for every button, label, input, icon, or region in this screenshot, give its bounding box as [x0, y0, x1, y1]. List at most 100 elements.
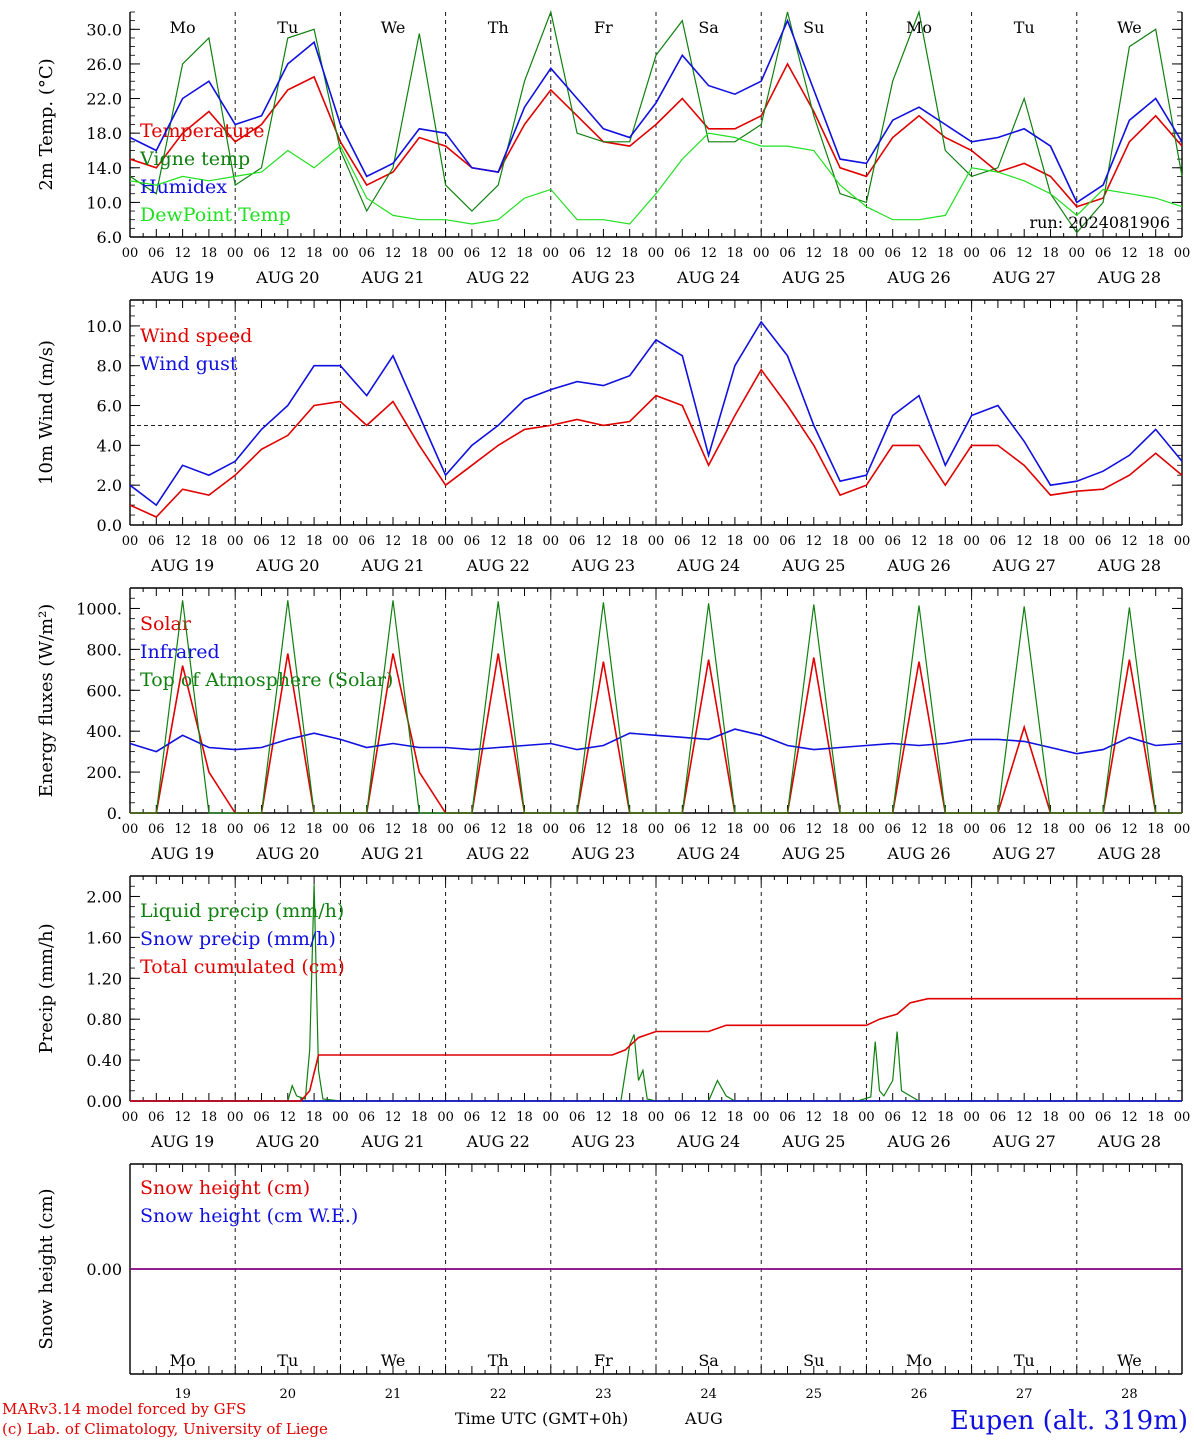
hour-tick-label: 06 [779, 822, 796, 837]
day-name-bottom: Sa [698, 1351, 719, 1370]
legend-entry: DewPoint Temp [140, 204, 291, 226]
date-label: AUG 20 [255, 556, 319, 575]
day-number: 24 [700, 1387, 717, 1402]
date-label: AUG 28 [1097, 268, 1161, 287]
legend-entry: Snow height (cm) [140, 1177, 310, 1199]
hour-tick-label: 00 [858, 822, 875, 837]
hour-tick-label: 06 [569, 246, 586, 261]
y-axis-label: Precip (mm/h) [36, 923, 57, 1053]
hour-tick-label: 00 [122, 822, 139, 837]
hour-tick-label: 12 [490, 1110, 507, 1125]
hour-tick-label: 00 [122, 1110, 139, 1125]
legend-entry: Infrared [140, 641, 220, 663]
date-label: AUG 24 [676, 1132, 740, 1151]
hour-tick-label: 06 [148, 1110, 165, 1125]
hour-tick-label: 00 [963, 246, 980, 261]
date-label: AUG 19 [150, 844, 214, 863]
day-number: 19 [174, 1387, 191, 1402]
hour-tick-label: 00 [227, 534, 244, 549]
hour-tick-label: 06 [358, 246, 375, 261]
hour-tick-label: 06 [148, 246, 165, 261]
date-label: AUG 26 [886, 556, 950, 575]
hour-tick-label: 12 [595, 246, 612, 261]
hour-tick-label: 06 [990, 246, 1007, 261]
hour-tick-label: 00 [648, 534, 665, 549]
hour-tick-label: 06 [884, 1110, 901, 1125]
hour-tick-label: 18 [727, 246, 744, 261]
hour-tick-label: 12 [806, 246, 823, 261]
date-label: AUG 24 [676, 268, 740, 287]
y-tick-label: 1000. [76, 599, 122, 618]
day-name-bottom: Mo [170, 1351, 196, 1370]
hour-tick-label: 06 [884, 822, 901, 837]
day-name-bottom: Su [803, 1351, 824, 1370]
hour-tick-label: 00 [1069, 822, 1086, 837]
day-name-top: Mo [170, 18, 196, 37]
date-label: AUG 25 [781, 1132, 845, 1151]
hour-tick-label: 12 [806, 1110, 823, 1125]
date-label: AUG 23 [571, 556, 635, 575]
hour-tick-label: 06 [253, 534, 270, 549]
date-label: AUG 20 [255, 1132, 319, 1151]
day-number: 28 [1121, 1387, 1138, 1402]
date-label: AUG 24 [676, 556, 740, 575]
hour-tick-label: 00 [963, 534, 980, 549]
day-name-bottom: Fr [594, 1351, 613, 1370]
series-line-temperature [129, 62, 1183, 208]
y-tick-label: 2.0 [97, 476, 122, 495]
hour-tick-label: 18 [201, 534, 218, 549]
hour-tick-label: 18 [937, 1110, 954, 1125]
hour-tick-label: 06 [884, 246, 901, 261]
hour-tick-label: 06 [990, 1110, 1007, 1125]
hour-tick-label: 18 [727, 534, 744, 549]
day-name-bottom: Tu [277, 1351, 298, 1370]
hour-tick-label: 06 [569, 534, 586, 549]
hour-tick-label: 00 [858, 1110, 875, 1125]
y-tick-label: 4.0 [97, 436, 122, 455]
hour-tick-label: 12 [911, 246, 928, 261]
hour-tick-label: 00 [122, 534, 139, 549]
hour-tick-label: 18 [832, 1110, 849, 1125]
day-name-top: We [381, 18, 406, 37]
hour-tick-label: 18 [621, 822, 638, 837]
hour-tick-label: 12 [490, 246, 507, 261]
y-axis-label: 2m Temp. (°C) [36, 58, 57, 190]
y-axis-label: Snow height (cm) [36, 1188, 57, 1349]
hour-tick-label: 00 [543, 534, 560, 549]
hour-tick-label: 12 [174, 822, 191, 837]
hour-tick-label: 12 [1121, 1110, 1138, 1125]
legend-entry: Top of Atmosphere (Solar) [140, 669, 393, 691]
day-name-top: Fr [594, 18, 613, 37]
hour-tick-label: 18 [937, 822, 954, 837]
hour-tick-label: 18 [516, 246, 533, 261]
series-line-dewpoint-temp [129, 132, 1183, 225]
date-label: AUG 23 [571, 268, 635, 287]
hour-tick-label: 12 [490, 534, 507, 549]
hour-tick-label: 00 [648, 246, 665, 261]
hour-tick-label: 12 [700, 1110, 717, 1125]
legend-entry: Wind gust [140, 353, 238, 375]
hour-tick-label: 00 [753, 1110, 770, 1125]
day-number: 23 [595, 1387, 612, 1402]
date-label: AUG 21 [360, 556, 424, 575]
day-name-bottom: We [381, 1351, 406, 1370]
hour-tick-label: 00 [963, 1110, 980, 1125]
date-label: AUG 27 [992, 556, 1056, 575]
y-tick-label: 0.00 [86, 1260, 122, 1279]
hour-tick-label: 00 [753, 246, 770, 261]
day-name-top: Sa [698, 18, 719, 37]
hour-tick-label: 12 [806, 534, 823, 549]
date-label: AUG 21 [360, 844, 424, 863]
series-line-wind-speed [129, 368, 1183, 518]
date-label: AUG 25 [781, 844, 845, 863]
hour-tick-label: 12 [700, 822, 717, 837]
hour-tick-label: 18 [516, 822, 533, 837]
hour-tick-label: 18 [937, 534, 954, 549]
day-name-top: Th [488, 18, 509, 37]
day-number: 25 [806, 1387, 823, 1402]
date-label: AUG 25 [781, 556, 845, 575]
legend-entry: Liquid precip (mm/h) [140, 900, 344, 922]
hour-tick-label: 00 [963, 822, 980, 837]
hour-tick-label: 18 [411, 1110, 428, 1125]
